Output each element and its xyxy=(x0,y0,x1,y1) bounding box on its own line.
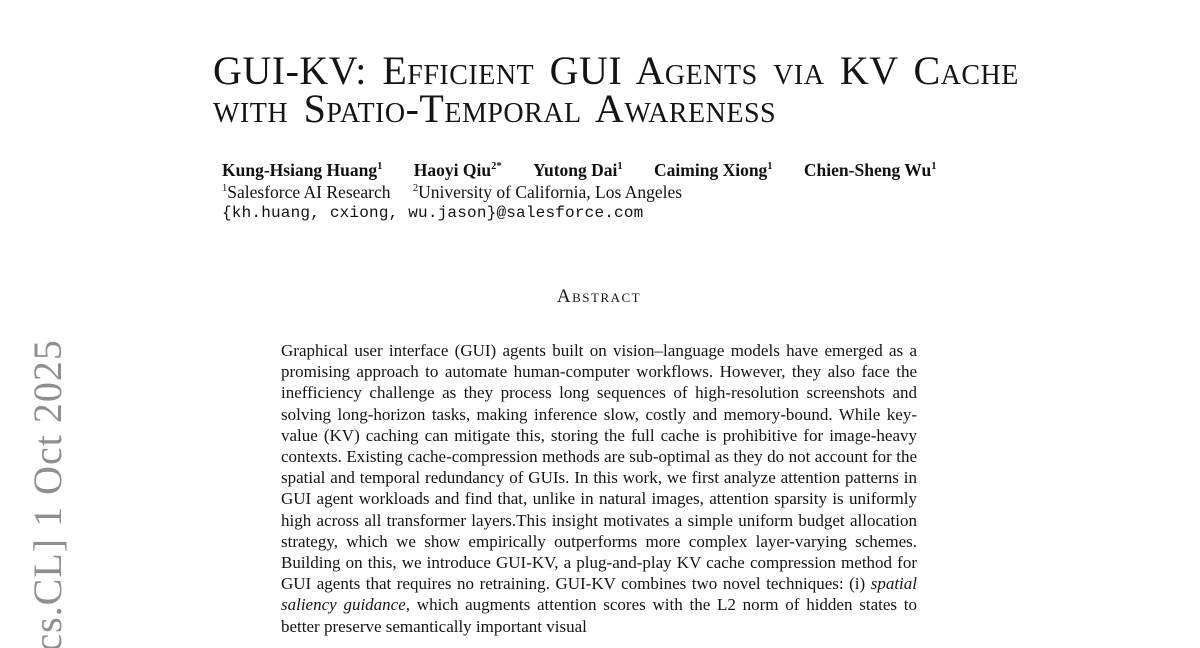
abstract-text-before: Graphical user interface (GUI) agents bu… xyxy=(281,341,917,594)
abstract-text-after: , which augments attention scores with t… xyxy=(281,595,917,636)
author-name: Chien-Sheng Wu1 xyxy=(804,160,937,180)
author-name-text: Caiming Xiong xyxy=(654,160,768,180)
author-name: Caiming Xiong1 xyxy=(654,160,773,180)
author-superscript: 2* xyxy=(491,161,502,173)
affiliation: 1Salesforce AI Research xyxy=(222,182,391,202)
author-name-text: Yutong Dai xyxy=(532,160,618,180)
affiliation-name: Salesforce AI Research xyxy=(227,181,391,202)
affiliation-superscript: 2 xyxy=(412,182,419,194)
author-name: Kung-Hsiang Huang1 xyxy=(222,160,382,180)
paper-title: GUI-KV: Efficient GUI Agents via KV Cach… xyxy=(213,48,1019,131)
abstract-heading: Abstract xyxy=(556,286,642,307)
author-block: Kung-Hsiang Huang1 Haoyi Qiu2* Yutong Da… xyxy=(222,160,963,225)
affiliation: 2University of California, Los Angeles xyxy=(413,182,682,202)
author-superscript: 1 xyxy=(377,161,383,173)
author-superscript: 1 xyxy=(931,161,937,173)
affiliation-name: University of California, Los Angeles xyxy=(418,181,683,202)
title-line-2: with Spatio-Temporal Awareness xyxy=(213,86,777,131)
contact-email: {kh.huang, cxiong, wu.jason}@salesforce.… xyxy=(222,204,644,222)
author-superscript: 1 xyxy=(767,161,773,173)
arxiv-stamp: [cs.CL] 1 Oct 2025 xyxy=(25,339,70,648)
author-name: Haoyi Qiu2* xyxy=(414,160,502,180)
affiliation-row: 1Salesforce AI Research 2University of C… xyxy=(222,182,963,204)
author-superscript: 1 xyxy=(617,161,623,173)
author-name-text: Kung-Hsiang Huang xyxy=(222,160,378,180)
author-name: Yutong Dai1 xyxy=(533,160,623,180)
author-name-text: Haoyi Qiu xyxy=(413,160,492,180)
abstract-italic-phrase: spatial saliency guidance xyxy=(281,574,917,615)
affiliation-superscript: 1 xyxy=(222,182,228,194)
author-name-text: Chien-Sheng Wu xyxy=(803,160,932,180)
abstract-body: Graphical user interface (GUI) agents bu… xyxy=(281,340,917,637)
title-line-1: GUI-KV: Efficient GUI Agents via KV Cach… xyxy=(213,48,1019,93)
author-row: Kung-Hsiang Huang1 Haoyi Qiu2* Yutong Da… xyxy=(222,160,963,182)
